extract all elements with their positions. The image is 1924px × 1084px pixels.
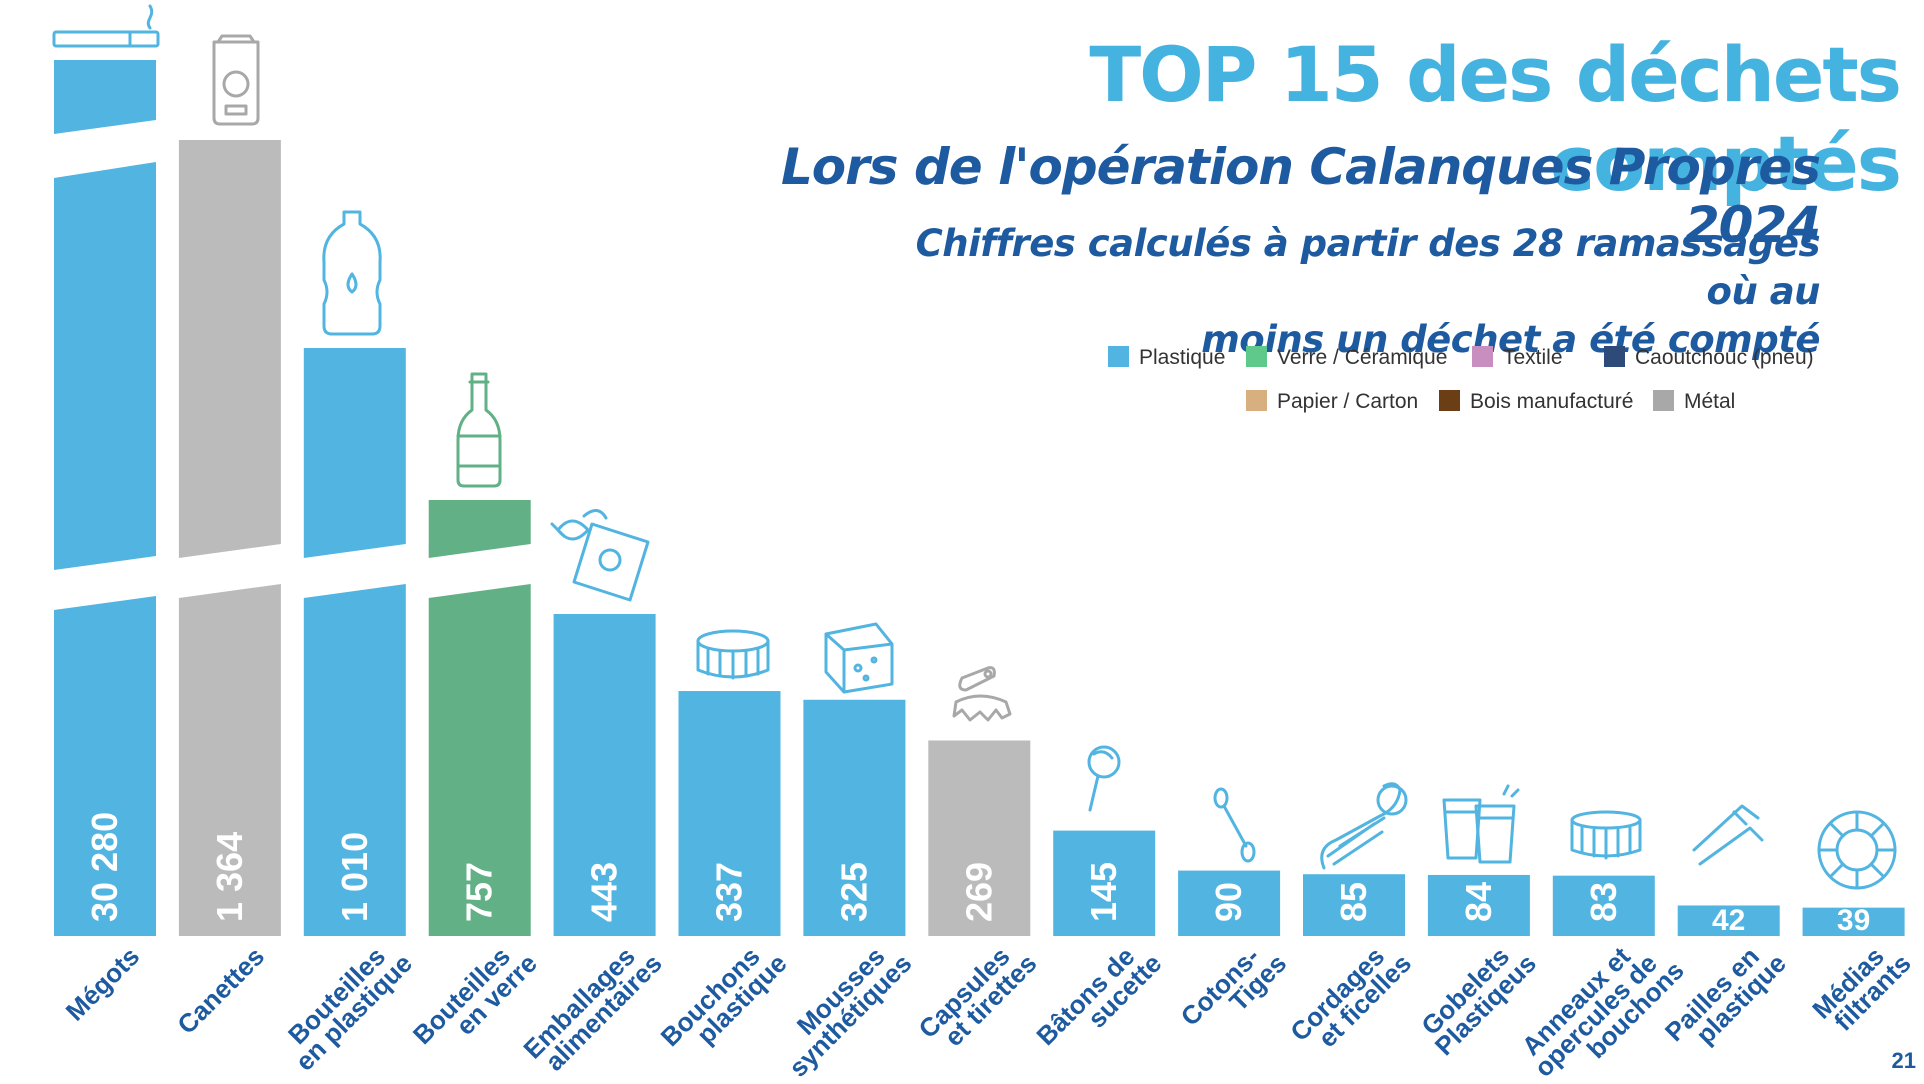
legend-item-verre: Verre / Céramique — [1246, 346, 1447, 370]
chart-note: Chiffres calculés à partir des 28 ramass… — [900, 220, 1821, 364]
legend-label: Bois manufacturé — [1470, 390, 1634, 413]
cotton-swab-icon — [1213, 787, 1256, 863]
note-line-1: Chiffres calculés à partir des 28 ramass… — [915, 222, 1821, 313]
value-label: 83 — [1583, 882, 1624, 922]
bar-segment — [178, 140, 281, 558]
page-number: 21 — [1891, 1048, 1916, 1073]
category-label: Emballagesalimentaires — [517, 931, 667, 1081]
value-label: 1 364 — [209, 832, 250, 922]
bar-segment — [428, 500, 531, 558]
bar-segment — [54, 162, 156, 570]
category-label: Pailles enplastique — [1659, 931, 1792, 1064]
bar — [1552, 875, 1655, 936]
value-label: 85 — [1333, 882, 1374, 922]
category-label: Bouteillesen plastique — [272, 931, 417, 1076]
cigarette-icon — [52, 4, 160, 48]
bar — [1677, 905, 1780, 936]
plastic-bottle-icon — [322, 210, 382, 336]
value-label: 757 — [459, 862, 500, 922]
legend-item-metal: Métal — [1653, 390, 1735, 414]
legend-item-papier: Papier / Carton — [1246, 390, 1418, 414]
bar — [803, 699, 906, 936]
category-label: Cordageset ficelles — [1284, 931, 1417, 1064]
bar — [553, 614, 656, 936]
category-label: Capsuleset tirettes — [913, 931, 1043, 1061]
bar — [928, 740, 1031, 936]
bar — [1802, 907, 1905, 936]
bar-segment — [303, 348, 406, 558]
legend-swatch — [1108, 346, 1129, 367]
bar — [1053, 830, 1156, 936]
value-label: 30 280 — [84, 812, 125, 922]
value-label: 145 — [1083, 862, 1124, 922]
value-label: 337 — [709, 862, 750, 922]
value-label: 84 — [1458, 882, 1499, 922]
value-label: 325 — [833, 862, 874, 922]
bar — [1178, 870, 1281, 936]
filter-media-icon — [1817, 810, 1897, 890]
legend-swatch — [1653, 390, 1674, 411]
category-label: Bouchonsplastique — [655, 931, 793, 1069]
cap-ring-icon — [1570, 810, 1642, 860]
category-label: Canettes — [171, 941, 270, 1040]
bars-group — [54, 60, 1905, 936]
bar-segment — [54, 60, 156, 134]
legend-item-textile: Textile — [1472, 346, 1563, 370]
legend-label: Verre / Céramique — [1277, 346, 1448, 369]
bar — [1427, 874, 1530, 936]
crown-cap-icon — [952, 666, 1012, 722]
icons-group — [52, 4, 1897, 890]
straws-icon — [1692, 804, 1764, 866]
bar-segment — [54, 596, 156, 936]
category-label: Médiasfiltrants — [1806, 931, 1916, 1041]
cups-icon — [1442, 784, 1520, 864]
value-label: 443 — [584, 862, 625, 922]
chart-subtitle: Lors de l'opération Calanques Propres 20… — [780, 138, 1821, 254]
category-label: Mégots — [60, 941, 146, 1027]
legend-label: Textile — [1503, 346, 1563, 369]
legend-swatch — [1246, 346, 1267, 367]
value-label: 1 010 — [334, 832, 375, 922]
food-packaging-icon — [550, 509, 650, 602]
category-label: Anneaux etopercules debouchons — [1511, 921, 1689, 1084]
chart-title: TOP 15 des déchets comptés — [1089, 30, 1902, 208]
bar — [1303, 874, 1405, 936]
value-label: 39 — [1837, 904, 1870, 937]
bar-segment — [178, 584, 281, 936]
legend-label: Métal — [1684, 390, 1736, 413]
legend-item-bois: Bois manufacturé — [1439, 390, 1633, 414]
rope-icon — [1320, 782, 1408, 870]
legend-label: Plastique — [1139, 346, 1226, 369]
can-icon — [212, 34, 260, 126]
legend-label: Caoutchouc (pneu) — [1635, 346, 1814, 369]
category-label: Bâtons desucette — [1030, 931, 1167, 1068]
bottle-cap-icon — [696, 629, 770, 680]
legend-swatch — [1439, 390, 1460, 411]
legend-swatch — [1246, 390, 1267, 411]
legend-label: Papier / Carton — [1277, 390, 1419, 413]
bar-segment — [303, 584, 406, 936]
legend-swatch — [1604, 346, 1625, 367]
lollipop-icon — [1087, 745, 1121, 812]
foam-icon — [824, 622, 894, 694]
category-label: Cotons-Tiges — [1175, 931, 1293, 1049]
legend-item-caoutchouc: Caoutchouc (pneu) — [1604, 346, 1814, 370]
category-label: Moussessynthétiques — [766, 931, 918, 1083]
legend-swatch — [1472, 346, 1493, 367]
legend-item-plastique: Plastique — [1108, 346, 1225, 370]
value-label: 90 — [1208, 882, 1249, 922]
value-label: 269 — [958, 862, 999, 922]
value-label: 42 — [1712, 904, 1745, 937]
bar — [678, 691, 781, 936]
note-line-2: moins un déchet a été compté — [1201, 318, 1820, 361]
bar-segment — [428, 584, 531, 936]
glass-bottle-icon — [456, 372, 502, 488]
